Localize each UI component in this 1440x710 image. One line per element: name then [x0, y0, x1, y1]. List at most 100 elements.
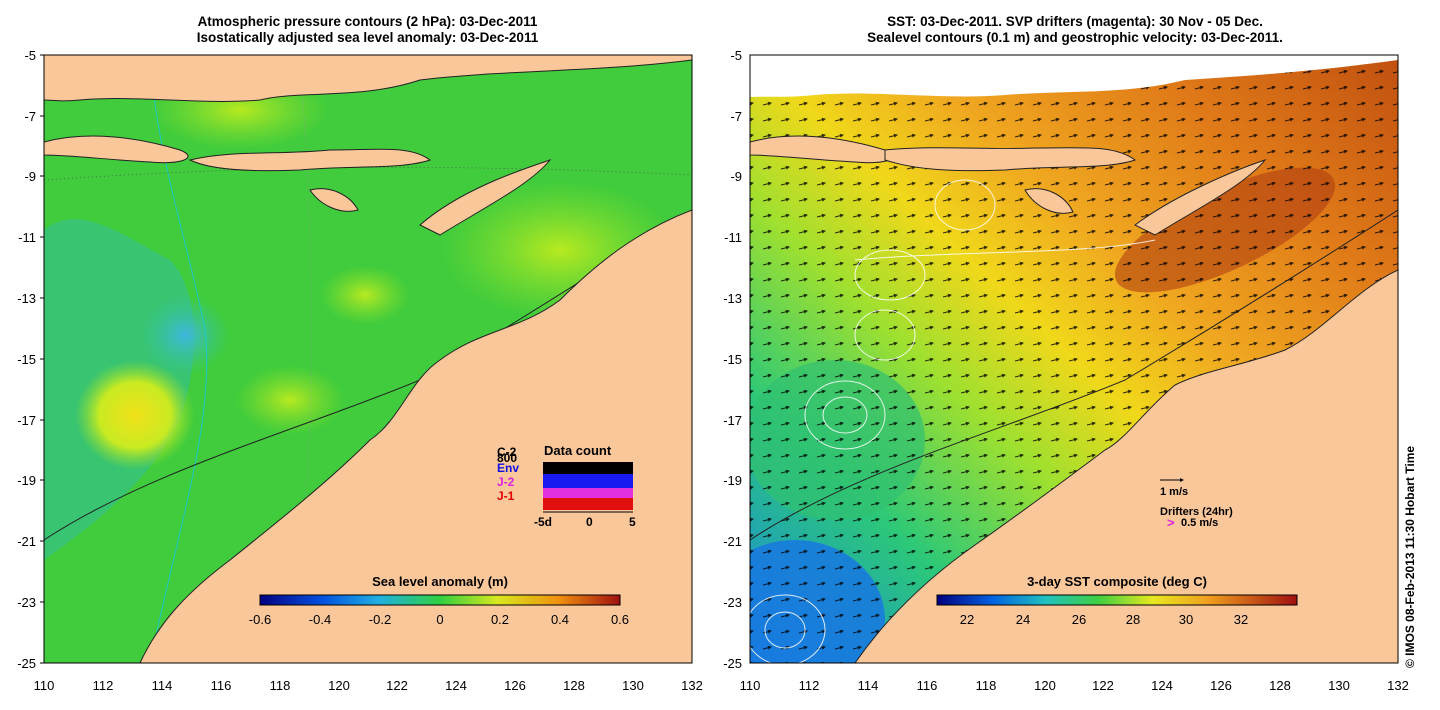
bars-env — [543, 474, 633, 488]
axis-tick-label: 126 — [504, 678, 526, 693]
australia-land-right — [854, 269, 1398, 663]
axis-tick-label: 114 — [858, 678, 879, 693]
legend-j2: J-2 — [497, 475, 515, 489]
axis-tick-label: 110 — [740, 678, 761, 693]
legend-env: Env — [497, 461, 519, 475]
sla-colorbar-bar — [259, 594, 621, 606]
axis-tick-label: 26 — [1072, 612, 1086, 627]
sst-colorbar-bar — [936, 594, 1298, 606]
inset-tick-5: 5 — [629, 515, 636, 529]
axis-tick-label: 120 — [1034, 678, 1056, 693]
bars-c2 — [543, 462, 633, 474]
imos-credit: © IMOS 08-Feb-2013 11:30 Hobart Time — [1403, 445, 1417, 668]
left-map-figure: -5 -7 -9 -11 -13 -15 -17 -19 -21 -23 -25… — [17, 48, 703, 693]
sst-colorbar-label: 3-day SST composite (deg C) — [1027, 574, 1207, 589]
bars-j2 — [543, 488, 633, 498]
axis-tick-label: 118 — [270, 678, 291, 693]
axis-tick-label: 132 — [1387, 678, 1409, 693]
drifter-speed-label: 0.5 m/s — [1181, 517, 1218, 529]
inset-tick-0: 0 — [586, 515, 593, 529]
lesser-sunda-islands — [188, 148, 432, 172]
timor-island-right — [1134, 158, 1267, 236]
drifter-arrow-icon: > — [1167, 515, 1175, 530]
axis-tick-label: 0.4 — [551, 612, 569, 627]
axis-tick-label: -21 — [17, 534, 36, 549]
axis-tick-label: -5 — [730, 48, 742, 63]
axis-tick-label: 0.2 — [491, 612, 509, 627]
shelf-contour-right — [750, 209, 1398, 541]
axis-tick-label: 24 — [1016, 612, 1030, 627]
lesser-sunda-islands-right — [884, 147, 1137, 172]
axis-tick-label: 128 — [563, 678, 585, 693]
axis-tick-label: -15 — [723, 352, 742, 367]
axis-tick-label: -19 — [723, 473, 742, 488]
right-panel-title: SST: 03-Dec-2011. SVP drifters (magenta)… — [745, 14, 1405, 46]
pressure-contour-1 — [44, 166, 692, 181]
sea-level-contours — [750, 179, 1156, 663]
left-title-line2: Isostatically adjusted sea level anomaly… — [196, 30, 539, 45]
right-map-frame — [749, 54, 1399, 664]
left-lon-ticks: 110 112 114 116 118 120 122 124 126 128 … — [34, 678, 703, 693]
axis-tick-label: -17 — [17, 413, 36, 428]
axis-tick-label: 130 — [1328, 678, 1350, 693]
axis-tick-label: -21 — [723, 534, 742, 549]
axis-tick-label: 28 — [1126, 612, 1140, 627]
left-title-line1: Atmospheric pressure contours (2 hPa): 0… — [197, 14, 538, 29]
right-title-line1: SST: 03-Dec-2011. SVP drifters (magenta)… — [887, 14, 1263, 29]
axis-tick-label: 118 — [976, 678, 997, 693]
sla-high-lime-2 — [235, 365, 345, 435]
axis-tick-label: 120 — [328, 678, 350, 693]
left-map-area — [44, 55, 692, 663]
sumba-island-right — [1024, 188, 1074, 214]
sla-high-lime — [320, 265, 410, 325]
axis-tick-label: -0.4 — [309, 612, 331, 627]
axis-tick-label: -13 — [723, 291, 742, 306]
axis-tick-label: -19 — [17, 473, 36, 488]
axis-tick-label: 116 — [211, 678, 232, 693]
axis-tick-label: 128 — [1269, 678, 1291, 693]
timor-island — [419, 158, 552, 236]
sumba-island — [309, 188, 359, 212]
axis-tick-label: -15 — [17, 352, 36, 367]
axis-tick-label: 0.6 — [611, 612, 629, 627]
axis-tick-label: 22 — [960, 612, 974, 627]
right-title-line2: Sealevel contours (0.1 m) and geostrophi… — [867, 30, 1283, 45]
axis-tick-label: 122 — [386, 678, 408, 693]
axis-tick-label: 116 — [917, 678, 938, 693]
java-island — [44, 135, 189, 164]
sla-high-yellow — [75, 360, 195, 470]
axis-tick-label: -17 — [723, 413, 742, 428]
axis-tick-label: 124 — [445, 678, 467, 693]
right-map-figure: -5 -7 -9 -11 -13 -15 -17 -19 -21 -23 -25… — [723, 48, 1409, 693]
sst-colorbar: 3-day SST composite (deg C) 22 24 26 28 … — [936, 574, 1298, 627]
axis-tick-label: -5 — [24, 48, 36, 63]
data-count-inset: C-2 800 Env J-2 J-1 Data count -5d 0 5 — [497, 443, 636, 529]
left-panel-title: Atmospheric pressure contours (2 hPa): 0… — [40, 14, 695, 46]
axis-tick-label: -0.6 — [249, 612, 271, 627]
right-lat-ticks: -5 -7 -9 -11 -13 -15 -17 -19 -21 -23 -25 — [723, 48, 742, 671]
axis-tick-label: 110 — [34, 678, 55, 693]
australia-land — [139, 209, 692, 663]
sst-missing-north — [750, 55, 1398, 97]
legend-800: 800 — [497, 451, 517, 465]
axis-tick-label: 0 — [436, 612, 443, 627]
right-lon-ticks: 110 112 114 116 118 120 122 124 126 128 … — [740, 678, 1409, 693]
axis-tick-label: 32 — [1234, 612, 1248, 627]
axis-tick-label: 124 — [1151, 678, 1173, 693]
legend-j1: J-1 — [497, 489, 515, 503]
drifters-label: Drifters (24hr) — [1160, 506, 1233, 518]
axis-tick-label: -25 — [17, 656, 36, 671]
sla-low-blue — [140, 295, 230, 375]
data-count-title: Data count — [544, 443, 612, 458]
bars-j1 — [543, 498, 633, 510]
axis-tick-label: 112 — [799, 678, 820, 693]
left-lat-ticks: -5 -7 -9 -11 -13 -15 -17 -19 -21 -23 -25 — [17, 48, 44, 671]
axis-tick-label: -7 — [730, 109, 742, 124]
axis-tick-label: -7 — [24, 109, 36, 124]
axis-tick-label: 112 — [93, 678, 114, 693]
sla-colorbar: Sea level anomaly (m) -0.6 -0.4 -0.2 0 0… — [249, 574, 629, 627]
axis-tick-label: -9 — [730, 169, 742, 184]
axis-tick-label: 126 — [1210, 678, 1232, 693]
inset-tick-m5d: -5d — [534, 515, 552, 529]
axis-tick-label: -11 — [724, 230, 742, 245]
